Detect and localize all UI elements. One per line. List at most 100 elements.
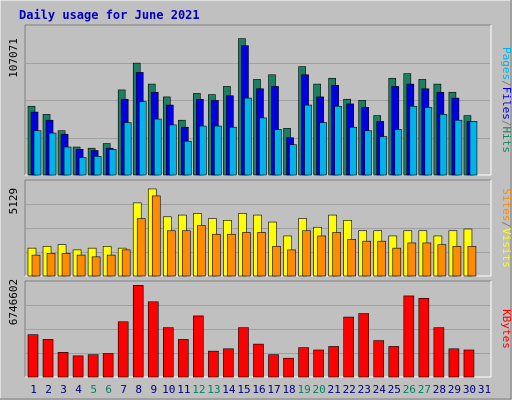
bar-kbytes-18 — [283, 357, 294, 378]
bar-kbytes-9 — [147, 301, 159, 378]
x-tick-label-26: 26 — [403, 383, 416, 396]
bar-kbytes-10 — [162, 327, 174, 378]
bar-pages-6 — [108, 149, 117, 176]
legend-hits: Hits — [500, 127, 512, 154]
bar-sites-10 — [166, 230, 176, 277]
x-tick-label-17: 17 — [267, 383, 280, 396]
panel-top: 107071 — [7, 24, 492, 176]
bar-kbytes-6 — [102, 353, 114, 378]
bar-pages-20 — [319, 122, 327, 176]
bar-sites-16 — [257, 232, 266, 277]
bar-sites-26 — [407, 242, 417, 277]
bar-sites-12 — [197, 225, 206, 277]
bar-pages-7 — [123, 122, 132, 176]
bar-pages-21 — [334, 105, 342, 176]
bar-kbytes-29 — [448, 348, 460, 378]
bar-kbytes-28 — [433, 327, 445, 378]
bar-kbytes-3 — [57, 352, 69, 378]
bar-pages-1 — [33, 130, 42, 176]
bar-sites-9 — [151, 195, 161, 277]
bar-sites-21 — [332, 232, 341, 277]
x-tick-label-4: 4 — [75, 383, 82, 396]
panel-middle: 5129 — [7, 179, 492, 277]
bar-kbytes-1 — [27, 334, 39, 378]
bar-kbytes-13 — [208, 350, 219, 378]
bar-pages-17 — [274, 129, 282, 176]
bar-sites-5 — [91, 256, 101, 277]
bar-sites-17 — [272, 246, 281, 277]
bar-pages-13 — [214, 125, 222, 176]
bar-pages-23 — [364, 130, 373, 176]
x-tick-label-20: 20 — [313, 383, 326, 396]
bar-pages-19 — [304, 104, 312, 176]
bar-sites-14 — [227, 233, 236, 277]
bar-sites-20 — [317, 235, 326, 277]
bar-pages-11 — [184, 140, 192, 176]
series-kbytes — [27, 285, 475, 378]
bar-kbytes-4 — [72, 355, 84, 378]
bar-kbytes-27 — [418, 297, 430, 378]
x-tick-label-18: 18 — [282, 383, 295, 396]
bar-pages-16 — [259, 117, 267, 176]
bar-sites-19 — [302, 230, 311, 277]
bar-sites-18 — [287, 249, 296, 277]
x-tick-label-2: 2 — [45, 383, 52, 396]
panel-top-max-label: 107071 — [7, 38, 20, 78]
x-tick-label-13: 13 — [207, 383, 220, 396]
bar-sites-15 — [242, 232, 251, 277]
bar-pages-8 — [138, 101, 147, 176]
bar-pages-5 — [93, 156, 102, 176]
bar-pages-22 — [349, 126, 357, 176]
bar-sites-6 — [106, 254, 116, 277]
bar-kbytes-16 — [253, 343, 264, 378]
x-tick-label-7: 7 — [120, 383, 127, 396]
bar-kbytes-26 — [403, 295, 415, 378]
bar-pages-25 — [394, 129, 403, 176]
x-tick-label-11: 11 — [177, 383, 190, 396]
chart-title: Daily usage for June 2021 — [19, 8, 200, 22]
bar-pages-27 — [424, 107, 433, 176]
bar-pages-2 — [48, 132, 57, 176]
bar-sites-11 — [182, 230, 191, 277]
panel-middle-max-label: 5129 — [7, 188, 20, 215]
bar-sites-25 — [392, 247, 402, 277]
bar-kbytes-24 — [373, 340, 385, 378]
bar-sites-2 — [46, 253, 56, 277]
bar-pages-30 — [469, 121, 478, 176]
series-pages — [33, 97, 478, 176]
x-tick-label-21: 21 — [328, 383, 341, 396]
bar-sites-4 — [76, 254, 86, 277]
x-tick-label-19: 19 — [297, 383, 310, 396]
bar-kbytes-20 — [313, 349, 324, 378]
bar-kbytes-22 — [343, 316, 354, 378]
bar-kbytes-19 — [298, 347, 309, 378]
x-axis-labels: 1 2 3 4 5 6 7 8 9 10 11 12 13 14 15 16 17 18 19 20 21 22 23 24 2… — [30, 383, 491, 396]
bar-pages-10 — [168, 124, 177, 176]
panel-middle-legend: Sites/Visits — [500, 188, 512, 268]
bar-sites-28 — [437, 244, 447, 277]
x-tick-label-27: 27 — [418, 383, 431, 396]
bar-kbytes-30 — [463, 349, 475, 378]
x-tick-label-24: 24 — [373, 383, 387, 396]
bar-sites-7 — [121, 249, 131, 277]
bar-kbytes-7 — [117, 321, 129, 378]
bar-kbytes-15 — [238, 327, 249, 378]
panel-bottom-max-label: 6746602 — [7, 279, 20, 325]
bar-sites-8 — [136, 218, 146, 277]
x-tick-label-15: 15 — [237, 383, 250, 396]
bar-pages-15 — [244, 97, 252, 176]
bar-sites-3 — [61, 253, 71, 277]
bar-sites-13 — [212, 233, 221, 277]
bar-sites-29 — [452, 246, 462, 277]
legend-separator: / — [500, 80, 512, 87]
panel-bottom-legend: KBytes — [500, 309, 512, 349]
x-tick-label-28: 28 — [433, 383, 446, 396]
bar-sites-23 — [362, 240, 372, 277]
x-tick-label-1: 1 — [30, 383, 37, 396]
legend-sites: Sites — [500, 188, 512, 221]
legend-separator: / — [500, 221, 512, 228]
bar-kbytes-23 — [358, 313, 370, 378]
bar-sites-1 — [31, 254, 41, 277]
